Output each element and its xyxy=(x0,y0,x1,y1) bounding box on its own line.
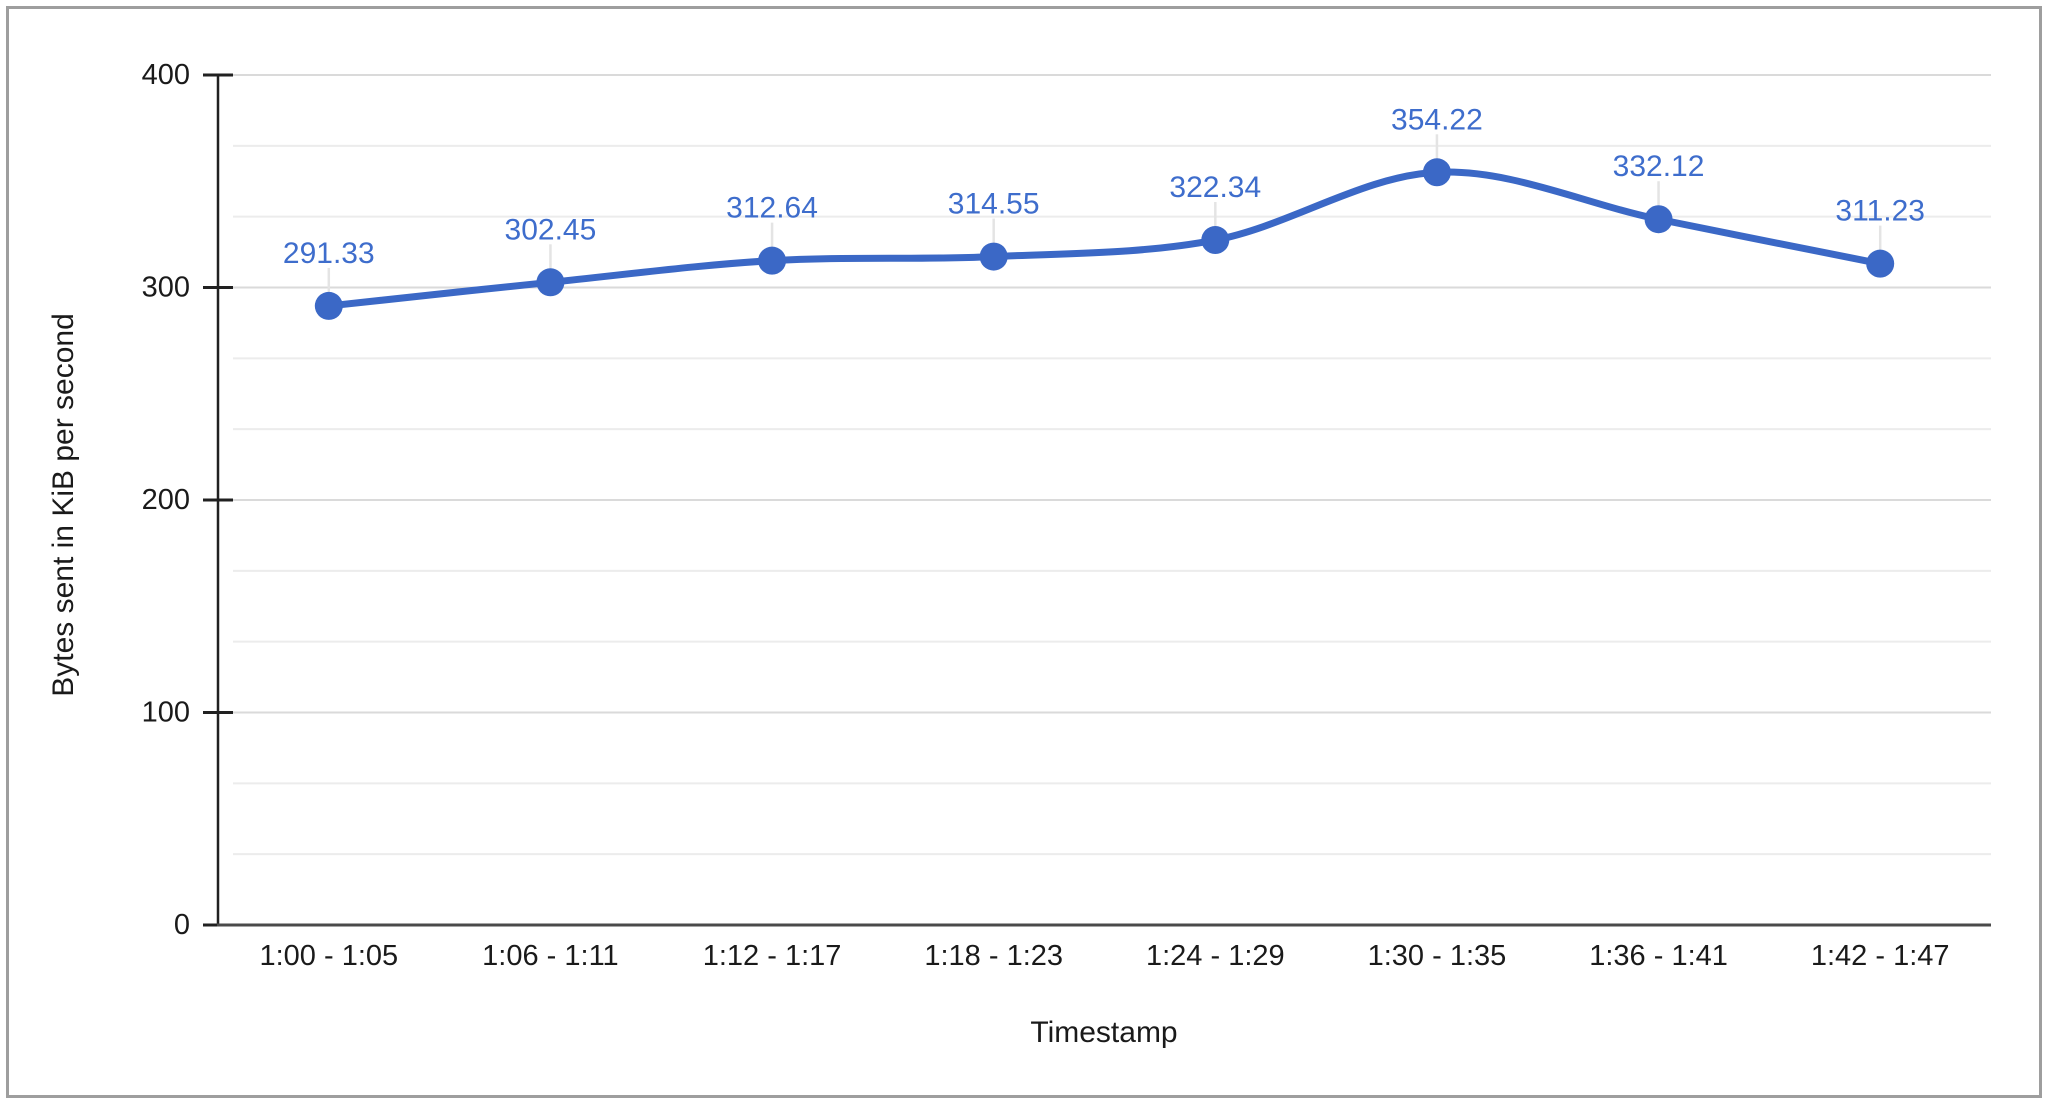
data-point-marker[interactable] xyxy=(1644,205,1673,234)
data-point-label: 311.23 xyxy=(1835,195,1925,228)
data-point-label: 354.22 xyxy=(1391,103,1483,136)
data-point-label: 291.33 xyxy=(283,237,375,270)
data-point-marker[interactable] xyxy=(536,268,565,297)
data-point-label: 332.12 xyxy=(1613,150,1705,183)
x-tick-label: 1:36 - 1:41 xyxy=(1589,940,1728,972)
x-tick-label: 1:00 - 1:05 xyxy=(259,940,398,972)
x-tick-label: 1:42 - 1:47 xyxy=(1811,940,1950,972)
data-point-label: 312.64 xyxy=(726,192,818,225)
data-point-marker[interactable] xyxy=(1866,249,1895,278)
y-axis-title: Bytes sent in KiB per second xyxy=(47,313,80,697)
x-tick-label: 1:12 - 1:17 xyxy=(703,940,842,972)
x-tick-label: 1:06 - 1:11 xyxy=(482,940,619,972)
series-line xyxy=(325,168,1884,310)
data-point-marker[interactable] xyxy=(758,246,787,275)
data-point-marker[interactable] xyxy=(979,242,1008,271)
data-point-marker[interactable] xyxy=(1422,158,1451,187)
x-tick-label: 1:18 - 1:23 xyxy=(924,940,1063,972)
data-point-label: 322.34 xyxy=(1169,171,1261,204)
data-point-marker[interactable] xyxy=(1201,226,1230,255)
y-tick-label: 0 xyxy=(174,909,190,941)
y-tick-label: 400 xyxy=(142,59,190,91)
data-point-marker[interactable] xyxy=(314,291,343,320)
y-tick-label: 100 xyxy=(142,697,190,729)
data-point-label: 302.45 xyxy=(505,213,597,246)
x-axis-title: Timestamp xyxy=(1030,1016,1178,1049)
x-tick-label: 1:24 - 1:29 xyxy=(1146,940,1285,972)
y-tick-label: 200 xyxy=(142,484,190,516)
y-tick-label: 300 xyxy=(142,272,190,304)
data-point-label: 314.55 xyxy=(948,188,1040,221)
x-tick-label: 1:30 - 1:35 xyxy=(1368,940,1507,972)
